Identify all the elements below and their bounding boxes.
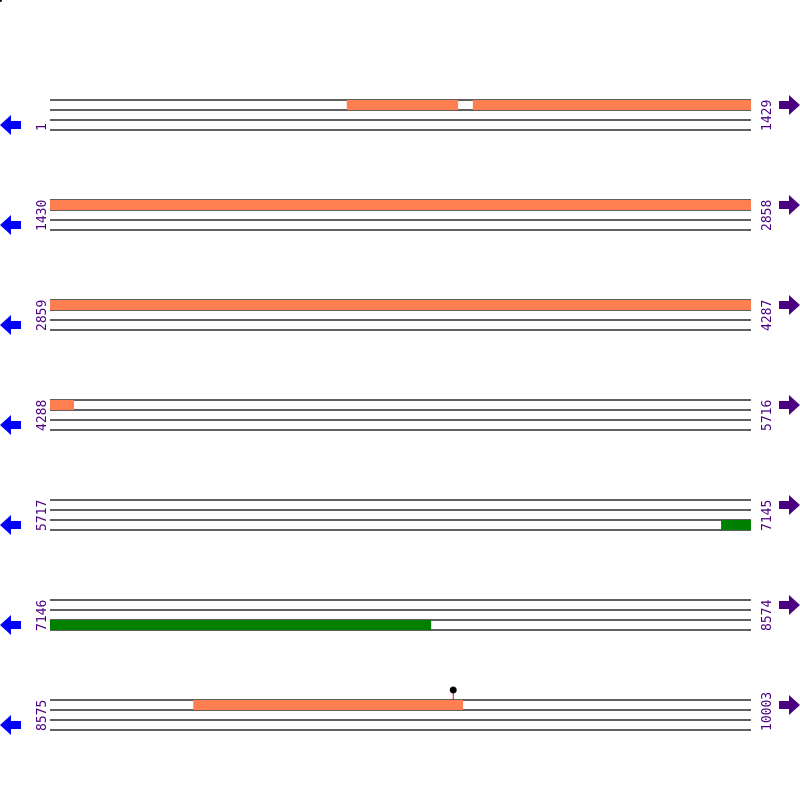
- map-row: 8575 10003: [0, 692, 800, 735]
- row-end-label: 1429: [760, 100, 775, 131]
- arrow-left-icon[interactable]: [0, 115, 21, 135]
- row-start-label: 8575: [35, 700, 50, 731]
- arrow-right-icon[interactable]: [779, 395, 800, 415]
- arrow-left-icon[interactable]: [0, 515, 21, 535]
- arrow-left-icon[interactable]: [0, 615, 21, 635]
- row-end-label: 8574: [760, 600, 775, 631]
- arrow-right-icon[interactable]: [779, 195, 800, 215]
- row-start-label: 2859: [35, 300, 50, 331]
- map-row: 4288 5716: [0, 395, 800, 435]
- feature-bar: [50, 200, 751, 210]
- arrow-right-icon[interactable]: [779, 495, 800, 515]
- corner-dot: [0, 0, 2, 2]
- feature-bar: [50, 300, 751, 310]
- row-end-label: 10003: [760, 692, 775, 731]
- arrow-right-icon[interactable]: [779, 95, 800, 115]
- arrow-left-icon[interactable]: [0, 715, 21, 735]
- row-start-label: 5717: [35, 500, 50, 531]
- marker-pin: [449, 686, 457, 694]
- arrow-left-icon[interactable]: [0, 215, 21, 235]
- row-start-label: 4288: [35, 400, 50, 431]
- feature-bar: [50, 400, 75, 410]
- feature-bar: [193, 700, 464, 710]
- feature-bar: [346, 100, 459, 110]
- feature-bar: [721, 520, 751, 530]
- arrow-left-icon[interactable]: [0, 315, 21, 335]
- row-start-label: 1: [35, 123, 50, 131]
- feature-bar: [472, 100, 751, 110]
- row-end-label: 5716: [760, 400, 775, 431]
- arrow-right-icon[interactable]: [779, 595, 800, 615]
- arrow-right-icon[interactable]: [779, 295, 800, 315]
- row-end-label: 2858: [760, 200, 775, 231]
- feature-bar: [50, 620, 432, 630]
- row-start-label: 7146: [35, 600, 50, 631]
- arrow-left-icon[interactable]: [0, 415, 21, 435]
- map-row: 5717 7145: [0, 495, 800, 535]
- row-end-label: 4287: [760, 300, 775, 331]
- row-start-label: 1430: [35, 200, 50, 231]
- arrow-right-icon[interactable]: [779, 695, 800, 715]
- row-end-label: 7145: [760, 500, 775, 531]
